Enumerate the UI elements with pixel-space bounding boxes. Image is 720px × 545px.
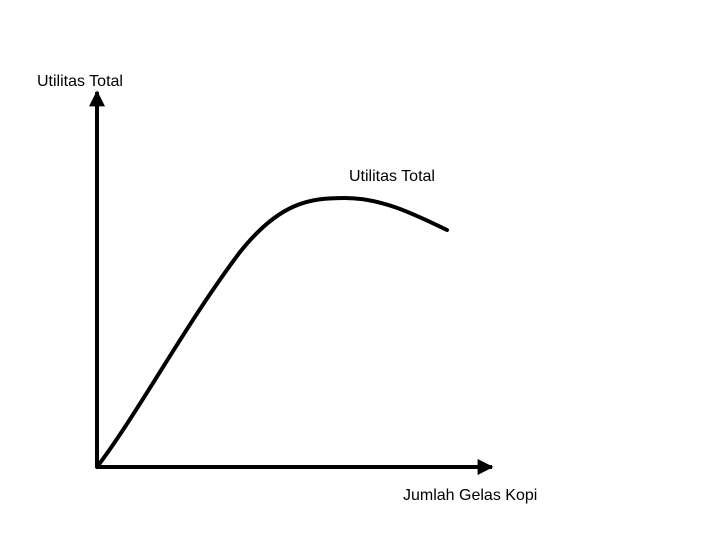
curve-label: Utilitas Total — [349, 168, 435, 185]
y-axis-label: Utilitas Total — [37, 73, 123, 90]
x-axis-label: Jumlah Gelas Kopi — [403, 487, 537, 504]
total-utility-curve — [95, 195, 449, 469]
